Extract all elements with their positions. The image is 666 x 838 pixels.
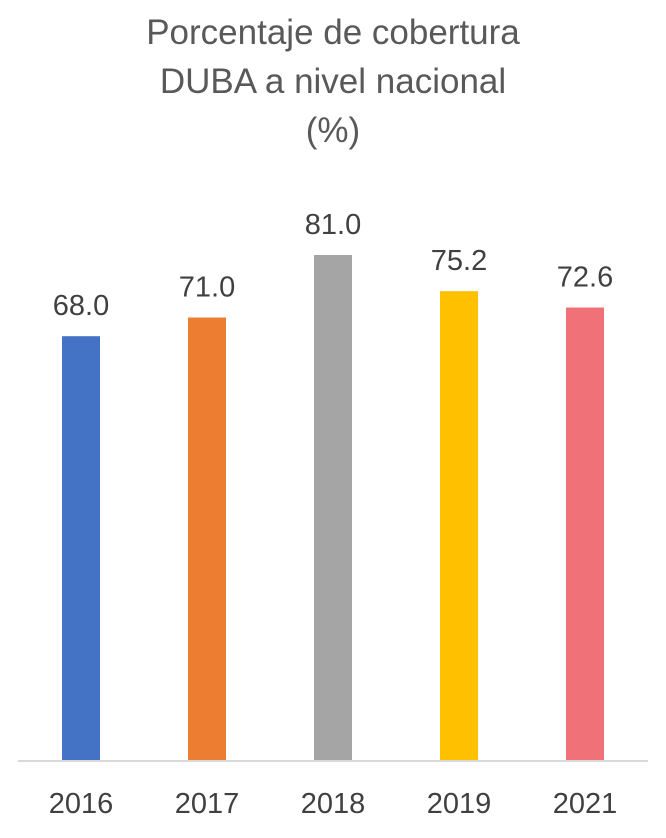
data-label-2016: 68.0 xyxy=(53,290,109,322)
x-tick-label-2018: 2018 xyxy=(301,788,366,820)
chart-title-line-1: Porcentaje de cobertura xyxy=(146,13,520,52)
data-label-2018: 81.0 xyxy=(305,209,361,241)
x-tick-label-2021: 2021 xyxy=(553,788,618,820)
bar-2017 xyxy=(188,317,226,761)
x-tick-labels-group: 2016 2017 2018 2019 2021 xyxy=(49,788,618,820)
bars-group xyxy=(62,255,604,761)
bar-2021 xyxy=(566,307,604,761)
data-label-2017: 71.0 xyxy=(179,272,235,304)
x-tick-label-2017: 2017 xyxy=(175,788,240,820)
chart-title-line-3: (%) xyxy=(305,111,361,150)
chart-title: Porcentaje de cobertura DUBA a nivel nac… xyxy=(0,8,666,155)
bar-2018 xyxy=(314,255,352,761)
bar-2016 xyxy=(62,336,100,761)
x-tick-label-2019: 2019 xyxy=(427,788,492,820)
chart-title-line-2: DUBA a nivel nacional xyxy=(159,62,507,101)
data-labels-group: 68.0 71.0 81.0 75.2 72.6 xyxy=(53,209,613,322)
bar-2019 xyxy=(440,291,478,761)
data-label-2019: 75.2 xyxy=(431,245,487,277)
data-label-2021: 72.6 xyxy=(557,262,613,294)
x-tick-label-2016: 2016 xyxy=(49,788,114,820)
